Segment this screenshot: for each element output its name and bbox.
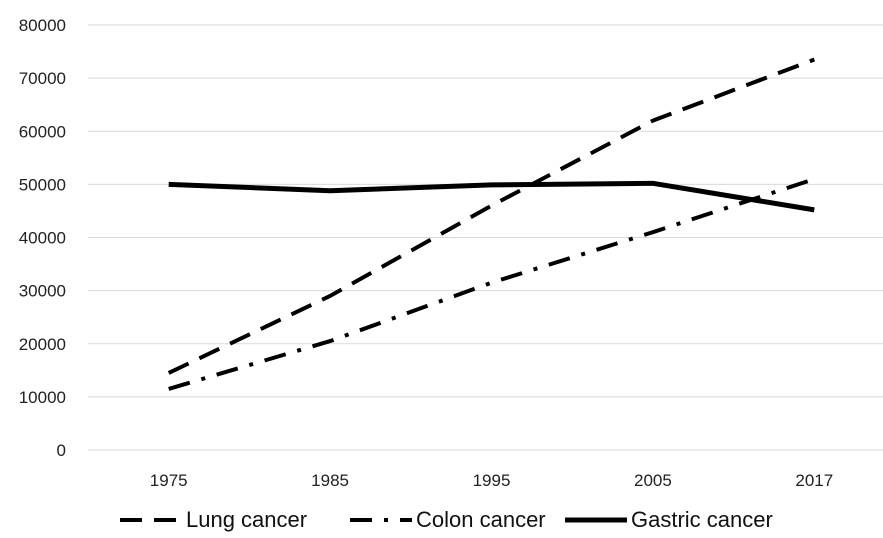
y-tick-label: 40000	[19, 229, 66, 248]
y-tick-label: 50000	[19, 175, 66, 194]
y-tick-label: 30000	[19, 282, 66, 301]
x-axis-tick-labels: 1975 1985 1995 2005 2017	[150, 471, 833, 490]
legend-label: Lung cancer	[186, 507, 307, 532]
y-tick-label: 70000	[19, 69, 66, 88]
y-tick-label: 0	[57, 441, 66, 460]
series-lines	[167, 57, 816, 391]
series-line-colon-cancer	[168, 177, 815, 391]
legend-label: Gastric cancer	[631, 507, 773, 532]
series-line-lung-cancer	[167, 57, 816, 375]
gridlines	[88, 24, 883, 451]
y-tick-label: 80000	[19, 16, 66, 35]
legend-label: Colon cancer	[416, 507, 546, 532]
y-axis-tick-labels: 0 10000 20000 30000 40000 50000 60000 70000 8000…	[19, 16, 66, 460]
x-tick-label: 1985	[311, 471, 349, 490]
y-tick-label: 10000	[19, 388, 66, 407]
legend: Lung cancer Colon cancer Gastric cancer	[120, 507, 773, 532]
x-tick-label: 2017	[795, 471, 833, 490]
y-tick-label: 20000	[19, 335, 66, 354]
x-tick-label: 1995	[473, 471, 511, 490]
x-tick-label: 2005	[634, 471, 672, 490]
series-line-gastric-cancer	[168, 180, 815, 213]
y-tick-label: 60000	[19, 122, 66, 141]
x-tick-label: 1975	[150, 471, 188, 490]
